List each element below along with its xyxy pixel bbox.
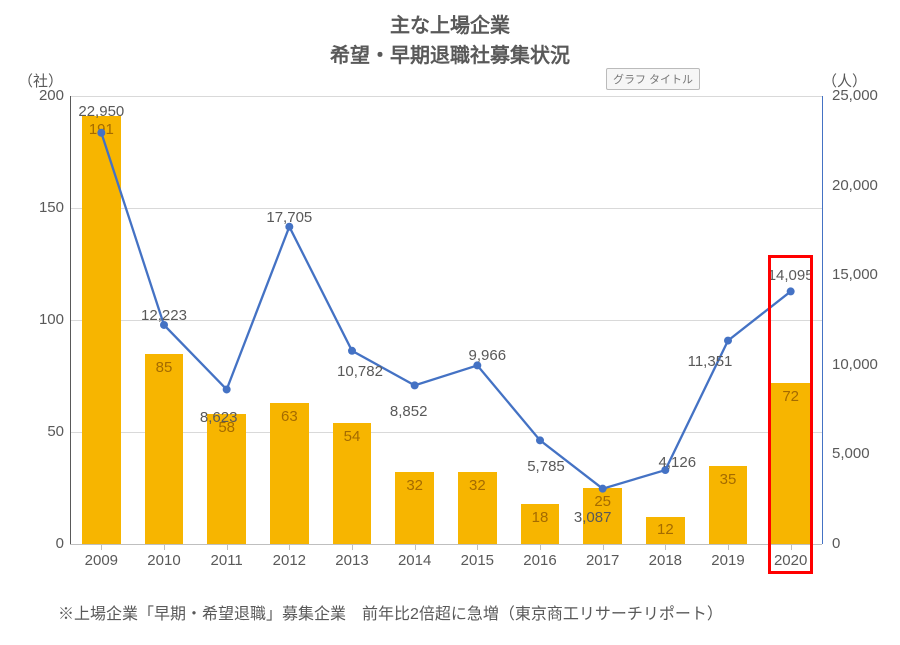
x-category-label: 2017 bbox=[571, 552, 634, 569]
y-left-tick-label: 150 bbox=[26, 199, 64, 216]
chart-title-line2: 希望・早期退職社募集状況 bbox=[0, 42, 900, 70]
y-right-tick-label: 10,000 bbox=[832, 356, 878, 373]
y-right-tick-label: 0 bbox=[832, 535, 840, 552]
line-marker bbox=[348, 347, 356, 355]
x-tick bbox=[477, 544, 478, 550]
x-category-label: 2015 bbox=[446, 552, 509, 569]
line-marker bbox=[536, 436, 544, 444]
x-tick bbox=[540, 544, 541, 550]
chart-title-tag: グラフ タイトル bbox=[606, 68, 700, 90]
plot-area: 191855863543232182512357222,95012,2238,6… bbox=[70, 96, 822, 544]
x-category-label: 2010 bbox=[133, 552, 196, 569]
line-value-label: 8,623 bbox=[191, 409, 247, 426]
x-category-label: 2014 bbox=[383, 552, 446, 569]
x-tick bbox=[164, 544, 165, 550]
x-category-label: 2019 bbox=[697, 552, 760, 569]
y-left-tick-label: 100 bbox=[26, 311, 64, 328]
x-category-label: 2012 bbox=[258, 552, 321, 569]
x-category-label: 2009 bbox=[70, 552, 133, 569]
line-value-label: 3,087 bbox=[565, 509, 621, 526]
y-right-tick-label: 5,000 bbox=[832, 445, 870, 462]
line-marker bbox=[97, 129, 105, 137]
highlight-box bbox=[768, 255, 813, 574]
y-left-tick-label: 200 bbox=[26, 87, 64, 104]
line-marker bbox=[411, 381, 419, 389]
line-value-label: 11,351 bbox=[682, 353, 738, 370]
line-value-label: 22,950 bbox=[73, 103, 129, 120]
y-right-tick-label: 15,000 bbox=[832, 266, 878, 283]
x-tick bbox=[289, 544, 290, 550]
x-category-label: 2018 bbox=[634, 552, 697, 569]
chart-page: { "title": { "line1": "主な上場企業", "line2":… bbox=[0, 0, 900, 645]
line-value-label: 10,782 bbox=[332, 363, 388, 380]
chart-title-line1: 主な上場企業 bbox=[0, 12, 900, 40]
x-tick bbox=[728, 544, 729, 550]
line-marker bbox=[599, 485, 607, 493]
x-tick bbox=[665, 544, 666, 550]
footnote-text: ※上場企業「早期・希望退職」募集企業 前年比2倍超に急増（東京商工リサーチリポー… bbox=[58, 600, 723, 624]
y-right-tick-label: 25,000 bbox=[832, 87, 878, 104]
y-left-tick-label: 50 bbox=[26, 423, 64, 440]
x-tick bbox=[415, 544, 416, 550]
line-marker bbox=[223, 385, 231, 393]
gridline bbox=[70, 544, 822, 545]
line-value-label: 5,785 bbox=[518, 458, 574, 475]
x-category-label: 2013 bbox=[321, 552, 384, 569]
x-tick bbox=[227, 544, 228, 550]
x-category-label: 2011 bbox=[195, 552, 258, 569]
x-category-label: 2020 bbox=[759, 552, 822, 569]
x-tick bbox=[352, 544, 353, 550]
x-tick bbox=[101, 544, 102, 550]
x-category-label: 2016 bbox=[509, 552, 572, 569]
line-value-label: 8,852 bbox=[381, 403, 437, 420]
line-value-label: 12,223 bbox=[136, 307, 192, 324]
line-value-label: 17,705 bbox=[261, 209, 317, 226]
y-left-tick-label: 0 bbox=[26, 535, 64, 552]
x-tick bbox=[603, 544, 604, 550]
line-value-label: 9,966 bbox=[459, 347, 515, 364]
line-value-label: 4,126 bbox=[649, 454, 705, 471]
line-marker bbox=[724, 337, 732, 345]
right-axis-rule bbox=[822, 96, 823, 544]
y-right-tick-label: 20,000 bbox=[832, 177, 878, 194]
